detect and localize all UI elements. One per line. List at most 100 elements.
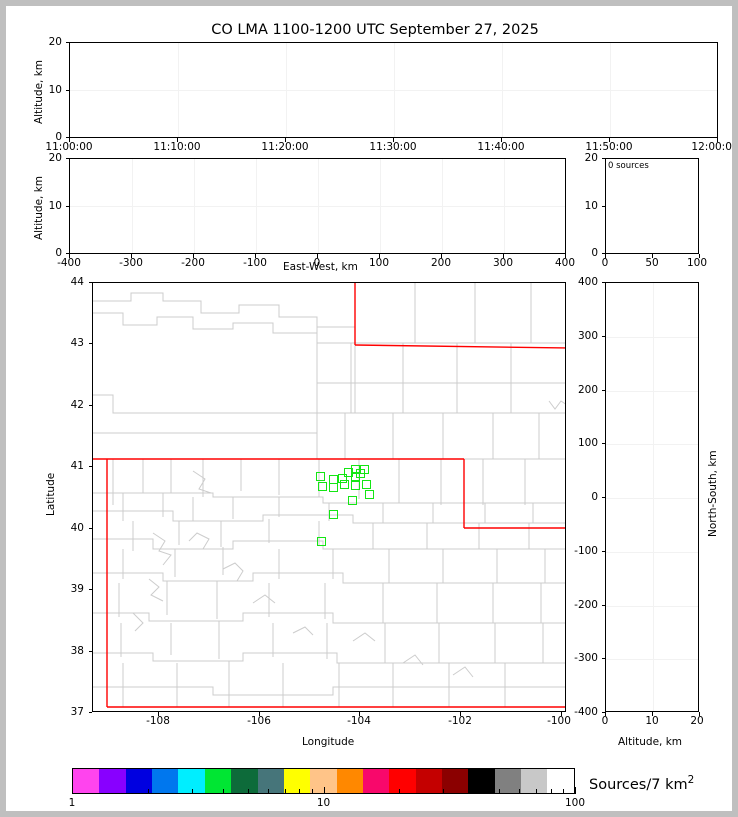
xtick-ns-0: 0 — [601, 715, 609, 727]
colorbar-segment — [73, 769, 100, 793]
colorbar-segment — [99, 769, 126, 793]
xtick-ew-0: -400 — [57, 257, 81, 269]
ytick-map-43: 43 — [70, 337, 84, 350]
ytick-ns-100: 100 — [577, 436, 598, 449]
colorbar-segment — [152, 769, 179, 793]
colorbar-segment — [204, 769, 232, 793]
ytick-map-44: 44 — [70, 275, 84, 288]
xtick-map-n100: -100 — [547, 715, 571, 727]
colorbar-segment — [547, 769, 574, 793]
xlabel-map-panel: Longitude — [302, 736, 355, 748]
xtick-map-n106: -106 — [247, 715, 271, 727]
source-marker — [315, 471, 325, 481]
xtick-ew-7: 300 — [492, 257, 514, 269]
colorbar-minor-tick — [499, 789, 501, 794]
source-marker — [364, 490, 374, 500]
xtick-ew-8: 400 — [554, 257, 576, 269]
colorbar-minor-tick — [247, 789, 249, 794]
xlabel-ns-panel: Altitude, km — [618, 736, 683, 748]
colorbar-tick-label: 100 — [564, 797, 586, 809]
colorbar-minor-tick — [563, 789, 565, 794]
colorbar-segment — [178, 769, 205, 793]
colorbar-title-text: Sources/7 km — [589, 776, 688, 793]
colorbar-title-superscript: 2 — [687, 774, 695, 786]
ytick-hist-20: 20 — [584, 151, 598, 164]
xtick-ew-2: -200 — [181, 257, 205, 269]
panel-altitude-histogram: 0 sources — [605, 158, 699, 254]
xtick-hist-100: 100 — [686, 257, 708, 269]
xtick-map-n102: -102 — [448, 715, 472, 727]
colorbar-segment — [442, 769, 469, 793]
colorbar-minor-tick — [147, 789, 149, 794]
colorbar-minor-tick — [299, 789, 301, 794]
colorbar-minor-tick — [474, 789, 476, 794]
colorbar-segment — [310, 769, 337, 793]
colorbar-segment — [231, 769, 258, 793]
colorbar-major-tick — [575, 787, 576, 794]
xtick-ns-10: 10 — [645, 715, 659, 727]
source-marker — [362, 480, 372, 490]
colorbar-tick-label: 1 — [68, 797, 76, 809]
source-marker — [328, 509, 338, 519]
colorbar-major-tick — [72, 787, 73, 794]
colorbar-segment — [494, 769, 522, 793]
xtick-ew-5: 100 — [368, 257, 390, 269]
xtick-ew-6: 200 — [430, 257, 452, 269]
colorbar-minor-tick — [536, 789, 538, 794]
ytick-map-42: 42 — [70, 398, 84, 411]
ytick-time-20: 20 — [48, 35, 62, 48]
xtick-time-5: 11:50:00 — [585, 141, 633, 153]
xlabel-ew-panel: East-West, km — [283, 261, 358, 273]
ytick-ns-m400: -400 — [574, 705, 598, 718]
map-geography — [93, 283, 565, 708]
ytick-ns-0: 0 — [591, 490, 598, 503]
colorbar-title: Sources/7 km2 — [589, 774, 694, 793]
ytick-ns-m300: -300 — [574, 651, 598, 664]
source-marker — [338, 474, 348, 484]
colorbar-minor-tick — [191, 789, 193, 794]
ylabel-map-panel: Latitude — [45, 472, 57, 516]
xtick-map-n104: -104 — [347, 715, 371, 727]
colorbar-minor-tick — [223, 789, 225, 794]
colorbar-minor-tick — [267, 789, 269, 794]
ytick-ns-300: 300 — [577, 329, 598, 342]
colorbar-segment — [336, 769, 363, 793]
source-marker — [350, 471, 360, 481]
source-marker — [350, 480, 360, 490]
source-marker — [348, 496, 358, 506]
xtick-ew-4: 0 — [313, 257, 321, 269]
ytick-ew-10: 10 — [48, 199, 62, 212]
ytick-map-38: 38 — [70, 644, 84, 657]
colorbar-tick-label: 10 — [316, 797, 331, 809]
colorbar-segment — [389, 769, 416, 793]
source-marker — [328, 482, 338, 492]
ytick-ew-20: 20 — [48, 151, 62, 164]
xtick-ew-3: -100 — [243, 257, 267, 269]
ylabel-time-panel: Altitude, km — [33, 59, 45, 124]
colorbar-segment — [521, 769, 548, 793]
colorbar-minor-tick — [443, 789, 445, 794]
source-marker — [339, 480, 349, 490]
ytick-time-10: 10 — [48, 83, 62, 96]
source-marker — [328, 475, 338, 485]
xtick-time-1: 11:10:00 — [153, 141, 201, 153]
ylabel-ns-panel: North-South, km — [707, 450, 719, 537]
source-marker — [359, 464, 369, 474]
panel-altitude-vs-time — [69, 42, 718, 138]
colorbar-segment — [415, 769, 443, 793]
source-marker — [317, 537, 327, 547]
panel-altitude-vs-north-south — [605, 282, 699, 712]
ylabel-ew-panel: Altitude, km — [33, 175, 45, 240]
xtick-map-n108: -108 — [146, 715, 170, 727]
colorbar-segment — [257, 769, 284, 793]
page-title: CO LMA 1100-1200 UTC September 27, 2025 — [211, 22, 539, 38]
colorbar-minor-tick — [519, 789, 521, 794]
xtick-time-0: 11:00:00 — [45, 141, 93, 153]
ytick-ns-400: 400 — [577, 275, 598, 288]
colorbar-segment — [362, 769, 390, 793]
colorbar-segment — [125, 769, 153, 793]
colorbar-minor-tick — [284, 789, 286, 794]
colorbar — [72, 768, 575, 794]
source-marker — [318, 482, 328, 492]
